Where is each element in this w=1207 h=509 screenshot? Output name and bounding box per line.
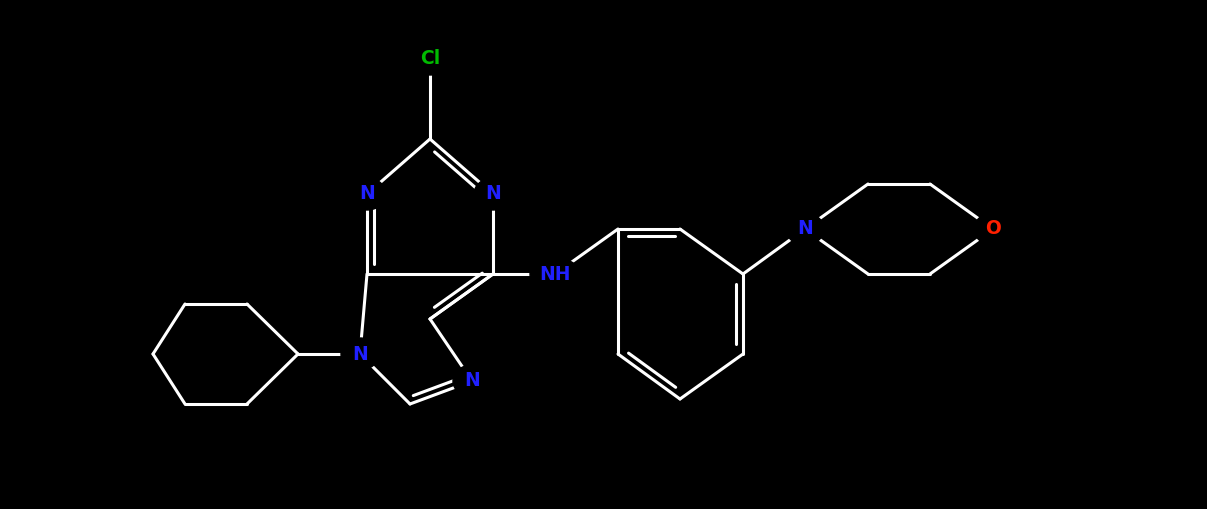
Ellipse shape <box>406 43 454 75</box>
Ellipse shape <box>974 213 1011 245</box>
Text: N: N <box>485 184 501 204</box>
Ellipse shape <box>342 338 379 370</box>
Text: N: N <box>465 372 480 390</box>
Text: O: O <box>985 219 1001 239</box>
Ellipse shape <box>786 213 824 245</box>
Text: NH: NH <box>540 265 571 284</box>
Ellipse shape <box>348 178 386 210</box>
Ellipse shape <box>453 365 491 397</box>
Ellipse shape <box>530 258 581 290</box>
Text: N: N <box>360 184 375 204</box>
Text: N: N <box>352 345 368 363</box>
Text: Cl: Cl <box>420 49 441 69</box>
Ellipse shape <box>474 178 512 210</box>
Text: N: N <box>797 219 812 239</box>
